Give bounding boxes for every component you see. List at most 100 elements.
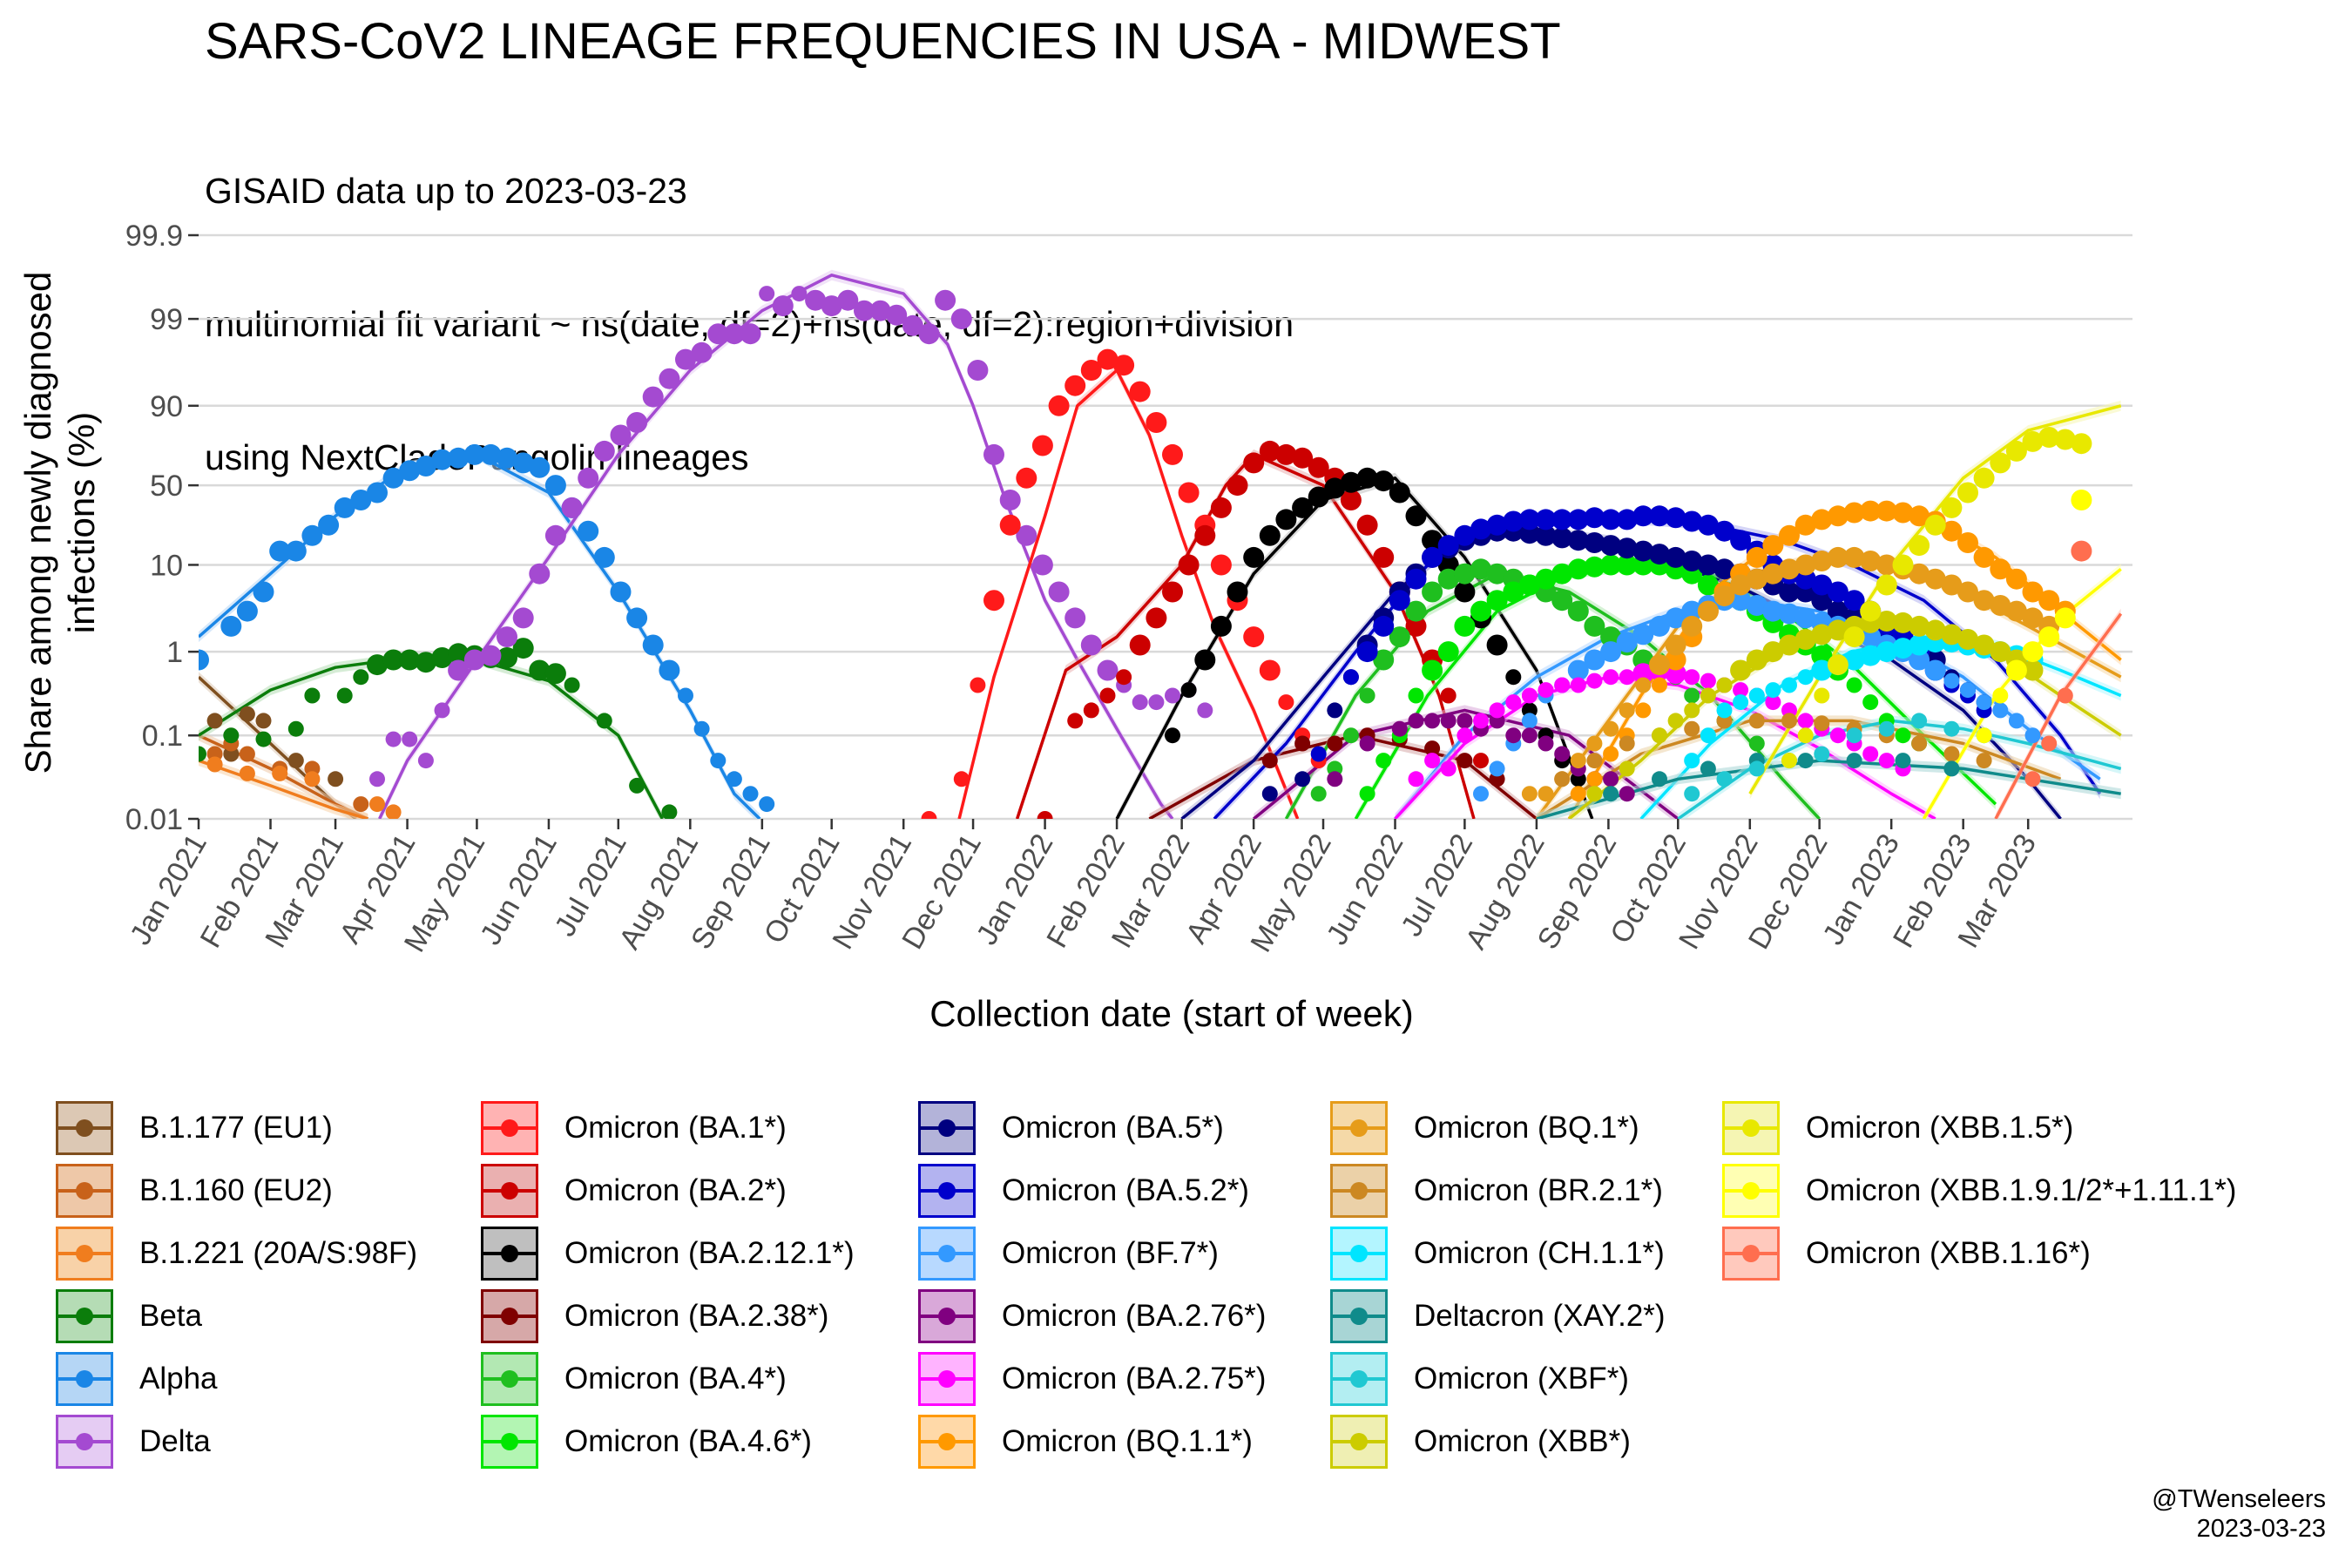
data-point [1846, 677, 1862, 693]
data-point [1779, 558, 1800, 580]
data-point [1505, 694, 1522, 711]
data-point [2008, 713, 2024, 729]
data-point [1779, 634, 1800, 656]
data-point [1957, 629, 1978, 650]
legend-item: Omicron (BR.2.1*) [1330, 1162, 1663, 1220]
data-point [1048, 395, 1070, 416]
data-point [921, 811, 937, 819]
data-point [1178, 482, 1200, 504]
data-point [1067, 713, 1084, 729]
data-point [561, 497, 583, 518]
data-point [2005, 659, 2027, 681]
fit-ribbon-20 [1640, 632, 2121, 819]
data-point [1603, 786, 1619, 802]
data-point [1294, 735, 1311, 752]
legend-key-dot [1350, 1245, 1368, 1262]
data-point [1551, 590, 1573, 612]
data-point [544, 475, 566, 497]
data-point [1746, 595, 1767, 616]
data-point [1210, 554, 1232, 576]
data-point [1794, 607, 1816, 629]
data-point [287, 720, 304, 737]
legend-key-dot [76, 1182, 93, 1200]
data-point [1324, 477, 1346, 499]
data-point [304, 687, 321, 704]
data-point [402, 731, 418, 747]
data-point [1941, 497, 1963, 518]
data-point [544, 524, 566, 546]
data-point [369, 771, 385, 787]
data-point [1713, 520, 1735, 542]
data-point [1924, 514, 1946, 536]
legend-label: Omicron (BA.5.2*) [1002, 1173, 1249, 1207]
data-point [918, 323, 940, 345]
data-point [1405, 505, 1427, 527]
data-point [1876, 641, 1897, 663]
data-point [1538, 735, 1554, 752]
data-point [1827, 505, 1848, 527]
data-point [1422, 581, 1443, 603]
data-point [1327, 771, 1343, 787]
data-point [382, 649, 404, 671]
data-point [578, 467, 599, 489]
data-point [1619, 735, 1635, 752]
data-point [1811, 574, 1833, 596]
data-point [723, 323, 745, 345]
data-point [1924, 568, 1946, 590]
data-point [886, 304, 908, 326]
data-point [1781, 677, 1797, 693]
data-point [1957, 532, 1978, 553]
data-point [1340, 490, 1362, 510]
data-point [1099, 687, 1116, 704]
legend-key [1330, 1352, 1388, 1406]
data-point [1797, 727, 1814, 744]
data-point [1570, 753, 1586, 769]
data-point [1097, 348, 1119, 370]
data-point [1408, 687, 1424, 704]
legend-key [1330, 1415, 1388, 1469]
legend-key-dot [938, 1245, 956, 1262]
legend-label: Omicron (XBB.1.9.1/2*+1.11.1*) [1806, 1173, 2237, 1207]
legend-key [56, 1415, 113, 1469]
data-point [1797, 669, 1814, 686]
data-point [1762, 563, 1784, 585]
data-point [272, 765, 288, 781]
data-point [1551, 563, 1573, 585]
y-tick-label: 99.9 [125, 220, 183, 253]
data-point [1684, 720, 1700, 737]
data-point [2041, 735, 2058, 752]
data-point [417, 753, 434, 769]
data-point [1895, 753, 1911, 769]
data-point [1146, 412, 1167, 433]
data-point [1518, 509, 1540, 531]
data-point [1632, 540, 1654, 562]
legend-item: Omicron (BA.2.38*) [481, 1288, 828, 1345]
data-point [255, 713, 272, 729]
data-point [1957, 581, 1978, 603]
legend-item: Omicron (XBB.1.16*) [1722, 1225, 2091, 1282]
data-point [328, 771, 344, 787]
legend-item: Omicron (XBF*) [1330, 1350, 1629, 1408]
data-point [285, 540, 307, 562]
data-point [1697, 514, 1719, 536]
data-point [1356, 641, 1378, 663]
data-point [1616, 632, 1638, 653]
legend: B.1.177 (EU1) B.1.160 (EU2) B.1.221 (20A/S… [56, 1099, 2321, 1483]
data-point [1635, 677, 1652, 693]
data-point [301, 524, 323, 546]
data-point [2022, 581, 2044, 603]
data-point [1422, 659, 1443, 681]
data-point [1794, 554, 1816, 576]
data-point [1567, 659, 1589, 681]
legend-item: Omicron (BA.2.76*) [918, 1288, 1266, 1345]
data-point [1681, 510, 1703, 532]
data-point [1713, 585, 1735, 607]
data-point [1895, 727, 1911, 744]
data-point [1632, 505, 1654, 527]
data-point [2024, 727, 2041, 744]
data-point [1327, 702, 1343, 719]
data-point [742, 786, 759, 802]
data-point [1762, 535, 1784, 557]
caption-date: 2023-03-23 [2196, 1515, 2326, 1543]
